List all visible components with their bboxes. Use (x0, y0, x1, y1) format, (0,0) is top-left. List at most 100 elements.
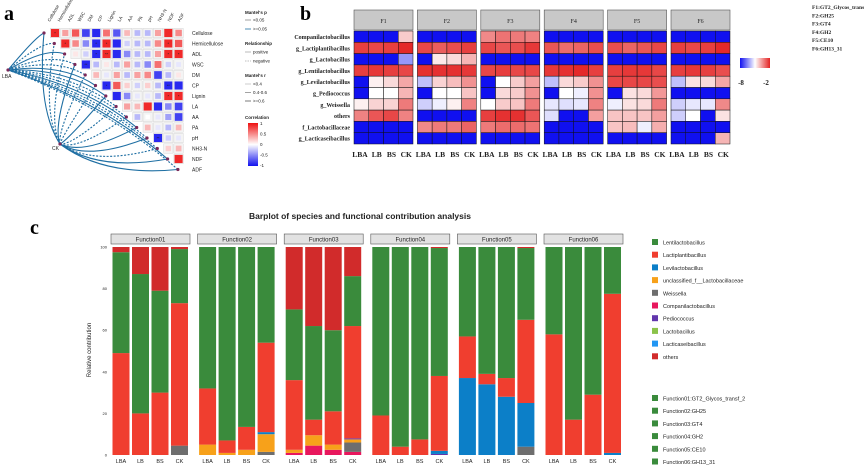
row-label: Cellulose (192, 31, 213, 37)
legend-item: Levilactobacillus (663, 266, 703, 272)
correlation-square (134, 71, 141, 79)
heatmap-cell (368, 87, 384, 100)
heatmap-cell (461, 132, 477, 145)
bar-segment-levilactobacillus (604, 452, 621, 455)
heatmap-cell (622, 121, 638, 133)
heatmap-cell (543, 132, 560, 145)
heatmap-cell (398, 121, 414, 133)
x-tick-label: LB (484, 459, 491, 465)
heatmap-cell (480, 109, 496, 122)
heatmap-cell (651, 53, 667, 66)
heatmap-cell (524, 98, 541, 111)
heatmap-cell (700, 53, 716, 66)
correlation-square (175, 29, 182, 37)
bar-segment-lentilactobacillus (411, 247, 429, 440)
significance-mark: * (178, 94, 180, 99)
group-node (58, 142, 62, 146)
colorbar-tick: -8 (738, 79, 744, 87)
heatmap-cell (622, 30, 638, 43)
correlation-square (50, 28, 60, 38)
correlation-square (154, 40, 162, 47)
heatmap-column-label: LBA (669, 150, 685, 159)
correlation-square (164, 28, 173, 38)
heatmap-cell (417, 30, 433, 43)
correlation-square (124, 61, 131, 68)
mantel-link-lba (7, 69, 148, 139)
legend-item: <0.4 (253, 82, 262, 87)
correlation-square (174, 154, 183, 164)
bar-segment-lactiplantibacillus (411, 439, 429, 455)
bar-segment-lactiplantibacillus (497, 378, 515, 397)
correlation-square (134, 114, 141, 120)
variable-node (63, 52, 67, 56)
variable-node (176, 167, 180, 172)
heatmap-cell (715, 75, 731, 88)
heatmap-row-label: f_Lactobacillaceae (302, 125, 350, 131)
correlation-square (155, 125, 161, 130)
heatmap-cell (417, 132, 433, 145)
heatmap-cell (368, 132, 384, 145)
heatmap-cell (636, 53, 653, 66)
correlation-square (102, 49, 111, 59)
mantel-link-ck (59, 95, 107, 145)
heatmap-cell (685, 42, 701, 54)
variable-node (155, 146, 159, 151)
heatmap-cell (495, 109, 511, 122)
heatmap-cell (543, 42, 560, 54)
heatmap-cell (715, 53, 731, 66)
heatmap-cell (417, 109, 433, 122)
heatmap-cell (651, 98, 667, 111)
heatmap-cell (368, 121, 384, 133)
heatmap-cell (480, 75, 496, 88)
correlation-square (134, 103, 141, 110)
x-tick-label: LB (224, 459, 231, 465)
heatmap-cell (495, 87, 511, 100)
variable-node (124, 115, 128, 119)
correlation-square (155, 114, 161, 120)
heatmap-cell (383, 30, 399, 43)
heatmap-column-label: BS (450, 150, 459, 159)
group-node (6, 68, 10, 72)
colorbar-tick: 1 (260, 121, 263, 126)
row-label: ADL (192, 52, 202, 58)
correlation-square (165, 145, 171, 152)
x-tick-label: LBA (202, 459, 213, 465)
bar-segment-others (324, 247, 342, 331)
heatmap-cell (417, 64, 433, 77)
correlation-square (154, 29, 162, 37)
heatmap-cell (480, 132, 496, 145)
bar-segment-lactiplantibacillus (112, 353, 130, 455)
variable-node (166, 157, 170, 161)
heatmap-cell (510, 75, 526, 88)
heatmap-cell (558, 98, 574, 111)
heatmap-cell (446, 42, 462, 54)
variable-node (42, 31, 46, 35)
correlation-square (164, 39, 173, 48)
heatmap-cell (398, 87, 414, 100)
correlation-square (176, 62, 182, 67)
mantel-link-lba (7, 69, 107, 97)
correlation-square (164, 91, 173, 101)
heatmap-cell (446, 98, 462, 111)
heatmap-cell (622, 98, 638, 111)
legend-item: Lactiplantibacillus (663, 253, 706, 259)
heatmap-cell (510, 132, 526, 145)
heatmap-cell (715, 42, 731, 54)
bar-segment-lentilactobacillus (604, 247, 621, 294)
bar-segment-levilactobacillus (497, 396, 515, 455)
heatmap-column-label: LBA (606, 150, 622, 159)
correlation-square (176, 72, 182, 78)
heatmap-cell (588, 53, 604, 66)
correlation-square (165, 103, 172, 110)
heatmap-cell (398, 64, 414, 77)
bar-segment-lentilactobacillus (372, 247, 390, 416)
bar-segment-lactiplantibacillus (545, 334, 563, 455)
heatmap-cell (573, 53, 589, 66)
heatmap-cell (685, 132, 701, 145)
heatmap-cell (480, 30, 496, 43)
heatmap-cell (431, 30, 448, 43)
heatmap-cell (573, 132, 589, 145)
colorbar-tick: 0.5 (260, 132, 267, 137)
heatmap-cell (588, 87, 604, 100)
